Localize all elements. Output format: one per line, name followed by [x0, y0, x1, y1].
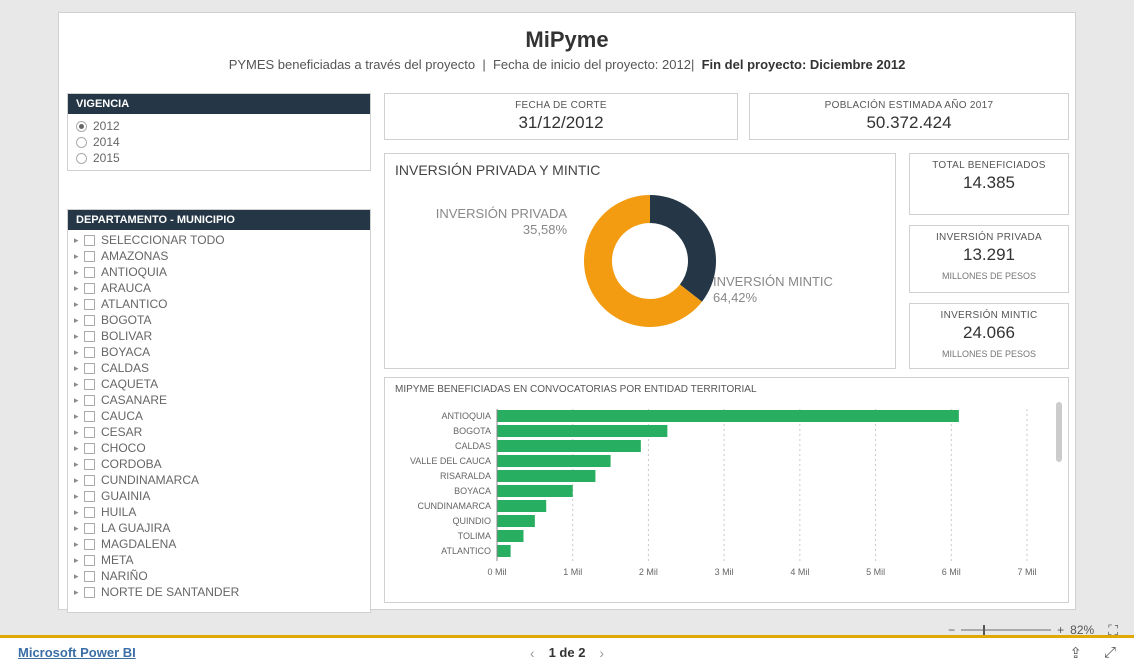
page-navigator: ‹ 1 de 2 › [530, 645, 604, 661]
svg-text:CUNDINAMARCA: CUNDINAMARCA [417, 501, 491, 511]
departamento-option[interactable]: ▸SELECCIONAR TODO [68, 232, 370, 248]
svg-text:BOGOTA: BOGOTA [453, 426, 491, 436]
powerbi-brand-link[interactable]: Microsoft Power BI [18, 645, 136, 660]
departamento-option[interactable]: ▸CAQUETA [68, 376, 370, 392]
departamento-option[interactable]: ▸HUILA [68, 504, 370, 520]
title-block: MiPyme PYMES beneficiadas a través del p… [59, 27, 1075, 72]
departamento-option[interactable]: ▸CESAR [68, 424, 370, 440]
share-icon[interactable]: ⇪ [1069, 644, 1082, 662]
departamento-option[interactable]: ▸CHOCO [68, 440, 370, 456]
svg-text:RISARALDA: RISARALDA [440, 471, 491, 481]
svg-text:QUINDIO: QUINDIO [452, 516, 491, 526]
svg-text:3 Mil: 3 Mil [715, 567, 734, 577]
donut-label-privada: INVERSIÓN PRIVADA 35,58% [427, 206, 567, 237]
departamento-option[interactable]: ▸GUAINIA [68, 488, 370, 504]
card-poblacion: POBLACIÓN ESTIMADA AÑO 2017 50.372.424 [749, 93, 1069, 140]
donut-chart-card: INVERSIÓN PRIVADA Y MINTIC INVERSIÓN PRI… [384, 153, 896, 369]
donut-title: INVERSIÓN PRIVADA Y MINTIC [385, 154, 895, 178]
svg-text:ATLANTICO: ATLANTICO [441, 546, 491, 556]
svg-text:6 Mil: 6 Mil [942, 567, 961, 577]
page-subtitle: PYMES beneficiadas a través del proyecto… [59, 57, 1075, 72]
svg-text:0 Mil: 0 Mil [487, 567, 506, 577]
bar-chart-card: MIPYME BENEFICIADAS EN CONVOCATORIAS POR… [384, 377, 1069, 603]
prev-page-button[interactable]: ‹ [530, 645, 535, 661]
page-title: MiPyme [59, 27, 1075, 53]
departamento-option[interactable]: ▸MAGDALENA [68, 536, 370, 552]
svg-text:BOYACA: BOYACA [454, 486, 491, 496]
departamento-option[interactable]: ▸BOYACA [68, 344, 370, 360]
departamento-option[interactable]: ▸LA GUAJIRA [68, 520, 370, 536]
svg-text:TOLIMA: TOLIMA [458, 531, 491, 541]
bar-chart: 0 Mil 1 Mil 2 Mil 3 Mil 4 Mil 5 Mil 6 Mil 7 Mil… [397, 405, 1040, 595]
departamento-header: DEPARTAMENTO - MUNICIPIO [68, 210, 370, 230]
departamento-option[interactable]: ▸CORDOBA [68, 456, 370, 472]
departamento-option[interactable]: ▸ANTIOQUIA [68, 264, 370, 280]
departamento-option[interactable]: ▸CUNDINAMARCA [68, 472, 370, 488]
departamento-option[interactable]: ▸CAUCA [68, 408, 370, 424]
svg-text:4 Mil: 4 Mil [790, 567, 809, 577]
svg-text:VALLE DEL CAUCA: VALLE DEL CAUCA [410, 456, 491, 466]
powerbi-footer: Microsoft Power BI ‹ 1 de 2 › ⇪ ⤢ [0, 635, 1134, 667]
departamento-option[interactable]: ▸CASANARE [68, 392, 370, 408]
departamento-option[interactable]: ▸ATLANTICO [68, 296, 370, 312]
departamento-option[interactable]: ▸AMAZONAS [68, 248, 370, 264]
fullscreen-icon[interactable]: ⤢ [1104, 644, 1116, 662]
vigencia-option[interactable]: 2012 [68, 118, 370, 134]
vigencia-option[interactable]: 2014 [68, 134, 370, 150]
departamento-list[interactable]: ▸SELECCIONAR TODO▸AMAZONAS▸ANTIOQUIA▸ARA… [68, 230, 370, 612]
donut-chart: INVERSIÓN PRIVADA 35,58% INVERSIÓN MINTI… [385, 178, 895, 358]
vigencia-filter: VIGENCIA 201220142015 [67, 93, 371, 171]
svg-text:CALDAS: CALDAS [455, 441, 491, 451]
card-inversion-privada: INVERSIÓN PRIVADA 13.291 MILLONES DE PES… [909, 225, 1069, 293]
bar-chart-scrollbar[interactable] [1056, 402, 1062, 462]
svg-text:2 Mil: 2 Mil [639, 567, 658, 577]
departamento-option[interactable]: ▸BOLIVAR [68, 328, 370, 344]
vigencia-list: 201220142015 [68, 114, 370, 170]
donut-label-mintic: INVERSIÓN MINTIC 64,42% [713, 274, 863, 305]
svg-text:7 Mil: 7 Mil [1017, 567, 1036, 577]
vigencia-option[interactable]: 2015 [68, 150, 370, 166]
card-total-beneficiados: TOTAL BENEFICIADOS 14.385 [909, 153, 1069, 215]
departamento-option[interactable]: ▸NARIÑO [68, 568, 370, 584]
card-fecha-corte: FECHA DE CORTE 31/12/2012 [384, 93, 738, 140]
departamento-option[interactable]: ▸BOGOTA [68, 312, 370, 328]
footer-actions: ⇪ ⤢ [1069, 644, 1116, 662]
departamento-option[interactable]: ▸META [68, 552, 370, 568]
svg-text:5 Mil: 5 Mil [866, 567, 885, 577]
zoom-slider[interactable] [961, 629, 1051, 631]
departamento-filter: DEPARTAMENTO - MUNICIPIO ▸SELECCIONAR TO… [67, 209, 371, 613]
departamento-option[interactable]: ▸CALDAS [68, 360, 370, 376]
card-inversion-mintic: INVERSIÓN MINTIC 24.066 MILLONES DE PESO… [909, 303, 1069, 369]
page-indicator: 1 de 2 [549, 645, 586, 660]
departamento-option[interactable]: ▸NORTE DE SANTANDER [68, 584, 370, 600]
report-canvas: MiPyme PYMES beneficiadas a través del p… [58, 12, 1076, 610]
vigencia-header: VIGENCIA [68, 94, 370, 114]
svg-text:ANTIOQUIA: ANTIOQUIA [441, 411, 491, 421]
svg-text:1 Mil: 1 Mil [563, 567, 582, 577]
bar-chart-title: MIPYME BENEFICIADAS EN CONVOCATORIAS POR… [385, 378, 1068, 401]
departamento-option[interactable]: ▸ARAUCA [68, 280, 370, 296]
next-page-button[interactable]: › [599, 645, 604, 661]
